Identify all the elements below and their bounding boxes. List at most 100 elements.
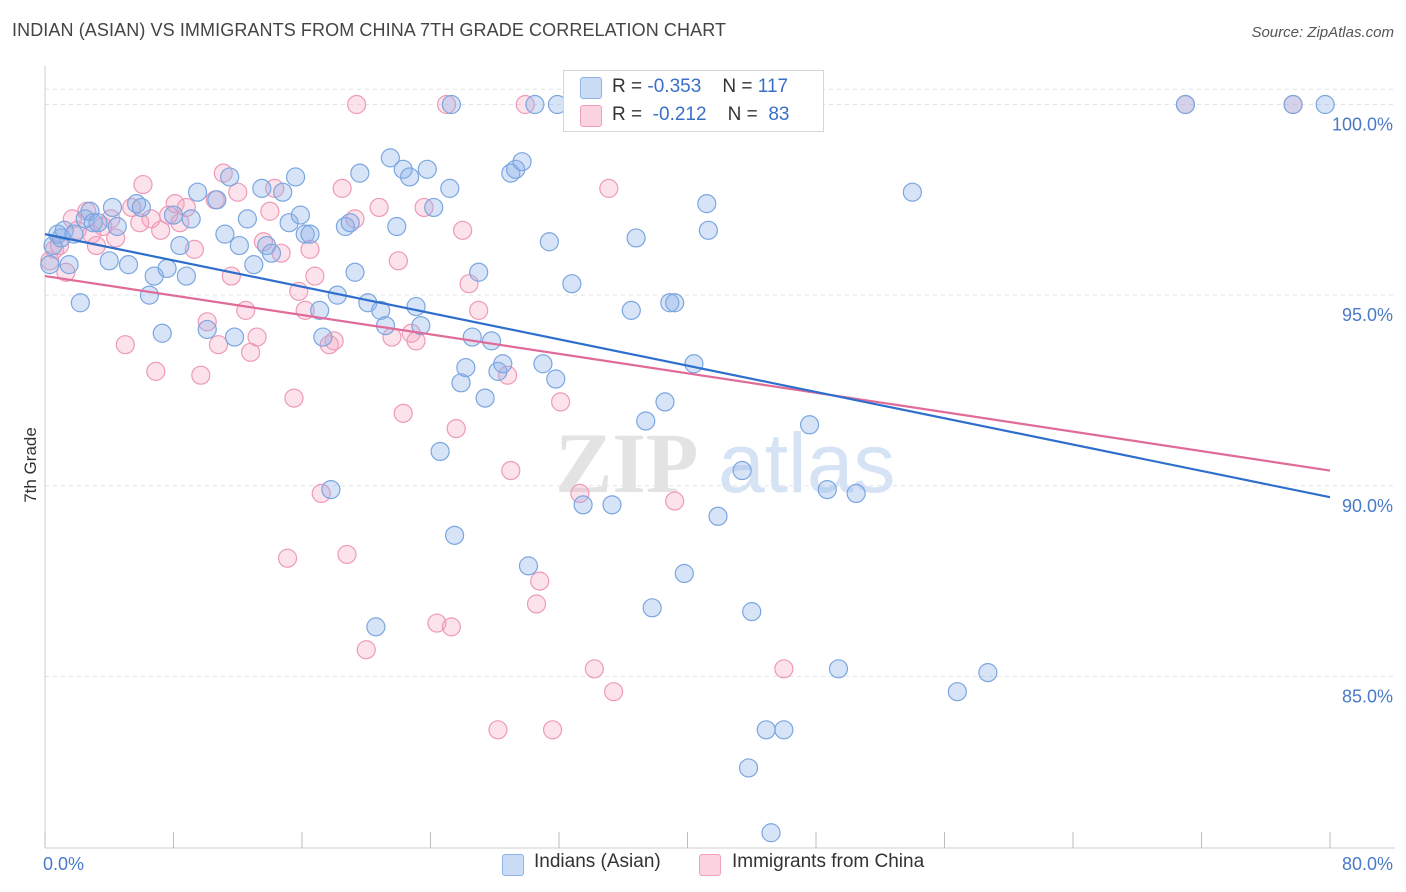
point-immigrants-from-china <box>191 365 211 385</box>
point-indians-asian <box>40 255 60 275</box>
point-indians-asian <box>462 327 482 347</box>
point-immigrants-from-china <box>324 331 344 351</box>
point-immigrants-from-china <box>305 266 325 286</box>
point-indians-asian <box>518 556 539 576</box>
point-immigrants-from-china <box>584 659 604 679</box>
point-indians-asian <box>444 525 465 545</box>
point-indians-asian <box>59 255 79 275</box>
point-indians-asian <box>424 197 444 218</box>
point-indians-asian <box>481 331 502 351</box>
point-immigrants-from-china <box>332 178 352 198</box>
point-immigrants-from-china <box>236 300 256 320</box>
point-indians-asian <box>176 266 196 286</box>
point-indians-asian <box>451 373 471 393</box>
point-indians-asian <box>387 216 407 237</box>
point-indians-asian <box>469 262 489 282</box>
point-indians-asian <box>220 167 240 187</box>
legend-swatch-indians-bottom <box>502 854 524 876</box>
point-indians-asian <box>738 758 759 778</box>
point-immigrants-from-china <box>133 174 153 195</box>
point-immigrants-from-china <box>130 213 150 233</box>
point-immigrants-from-china <box>247 327 267 347</box>
point-indians-asian <box>546 369 566 389</box>
point-immigrants-from-china <box>436 94 457 115</box>
point-immigrants-from-china <box>498 365 518 385</box>
point-indians-asian <box>244 255 264 275</box>
point-immigrants-from-china <box>284 388 304 408</box>
stats-text-china: R = -0.212 N = 83 <box>612 104 790 125</box>
point-indians-asian <box>525 94 545 115</box>
point-indians-asian <box>300 224 320 244</box>
point-indians-asian <box>207 190 227 210</box>
point-immigrants-from-china <box>369 197 389 218</box>
point-indians-asian <box>1175 94 1196 115</box>
point-immigrants-from-china <box>570 483 590 504</box>
stats-text-indians: R = -0.353 N = 117 <box>612 76 789 97</box>
point-immigrants-from-china <box>393 403 413 423</box>
point-indians-asian <box>456 357 476 378</box>
point-immigrants-from-china <box>488 720 508 740</box>
point-indians-asian <box>978 663 998 683</box>
y-tick-label: 90.0% <box>1342 496 1393 516</box>
point-indians-asian <box>345 262 365 282</box>
n-value-china: 83 <box>768 104 790 125</box>
point-immigrants-from-china <box>151 220 171 240</box>
grid-lines <box>45 88 1395 677</box>
point-immigrants-from-china <box>208 335 229 355</box>
point-indians-asian <box>313 327 333 347</box>
legend-label-china: Immigrants from China <box>732 851 925 872</box>
point-indians-asian <box>642 598 662 618</box>
point-immigrants-from-china <box>530 571 550 591</box>
point-indians-asian <box>756 720 776 740</box>
point-indians-asian <box>440 178 460 198</box>
point-indians-asian <box>139 285 160 305</box>
point-indians-asian <box>252 178 272 198</box>
point-indians-asian <box>475 388 495 408</box>
point-indians-asian <box>83 213 103 233</box>
point-indians-asian <box>562 274 582 294</box>
point-immigrants-from-china <box>526 594 547 614</box>
point-indians-asian <box>493 354 513 374</box>
point-indians-asian <box>1315 94 1335 115</box>
point-indians-asian <box>170 235 190 256</box>
legend-label-indians: Indians (Asian) <box>534 851 661 872</box>
point-immigrants-from-china <box>300 239 320 259</box>
point-indians-asian <box>698 220 718 240</box>
point-indians-asian <box>602 495 622 515</box>
point-indians-asian <box>539 232 559 252</box>
point-indians-asian <box>660 293 680 313</box>
point-immigrants-from-china <box>665 491 685 511</box>
point-indians-asian <box>224 327 245 347</box>
point-indians-asian <box>107 216 127 237</box>
point-immigrants-from-china <box>551 392 571 412</box>
point-indians-asian <box>441 94 461 115</box>
point-indians-asian <box>846 483 866 504</box>
point-indians-asian <box>742 602 762 622</box>
point-indians-asian <box>229 235 249 256</box>
point-immigrants-from-china <box>337 544 357 565</box>
point-indians-asian <box>573 495 593 515</box>
point-indians-asian <box>350 163 370 183</box>
point-indians-asian <box>310 300 330 320</box>
point-immigrants-from-china <box>469 300 489 320</box>
point-indians-asian <box>533 354 553 374</box>
point-immigrants-from-china <box>356 640 376 660</box>
y-tick-label: 100.0% <box>1332 115 1393 135</box>
point-indians-asian <box>118 255 139 275</box>
point-indians-asian <box>506 159 526 179</box>
point-indians-asian <box>152 323 172 343</box>
r-value-china: -0.212 <box>652 104 707 125</box>
point-indians-asian <box>947 682 967 702</box>
point-immigrants-from-china <box>277 548 298 568</box>
point-immigrants-from-china <box>453 220 473 240</box>
point-immigrants-from-china <box>441 617 461 637</box>
point-immigrants-from-china <box>542 720 563 740</box>
point-indians-asian <box>665 293 685 313</box>
legend-swatch-china-bottom <box>699 854 721 876</box>
legend-swatch-china <box>580 105 602 127</box>
x-tick-label: 0.0% <box>43 854 84 874</box>
point-indians-asian <box>626 228 646 248</box>
chart-source: Source: ZipAtlas.com <box>1251 24 1394 41</box>
trend-lines <box>44 233 1331 499</box>
